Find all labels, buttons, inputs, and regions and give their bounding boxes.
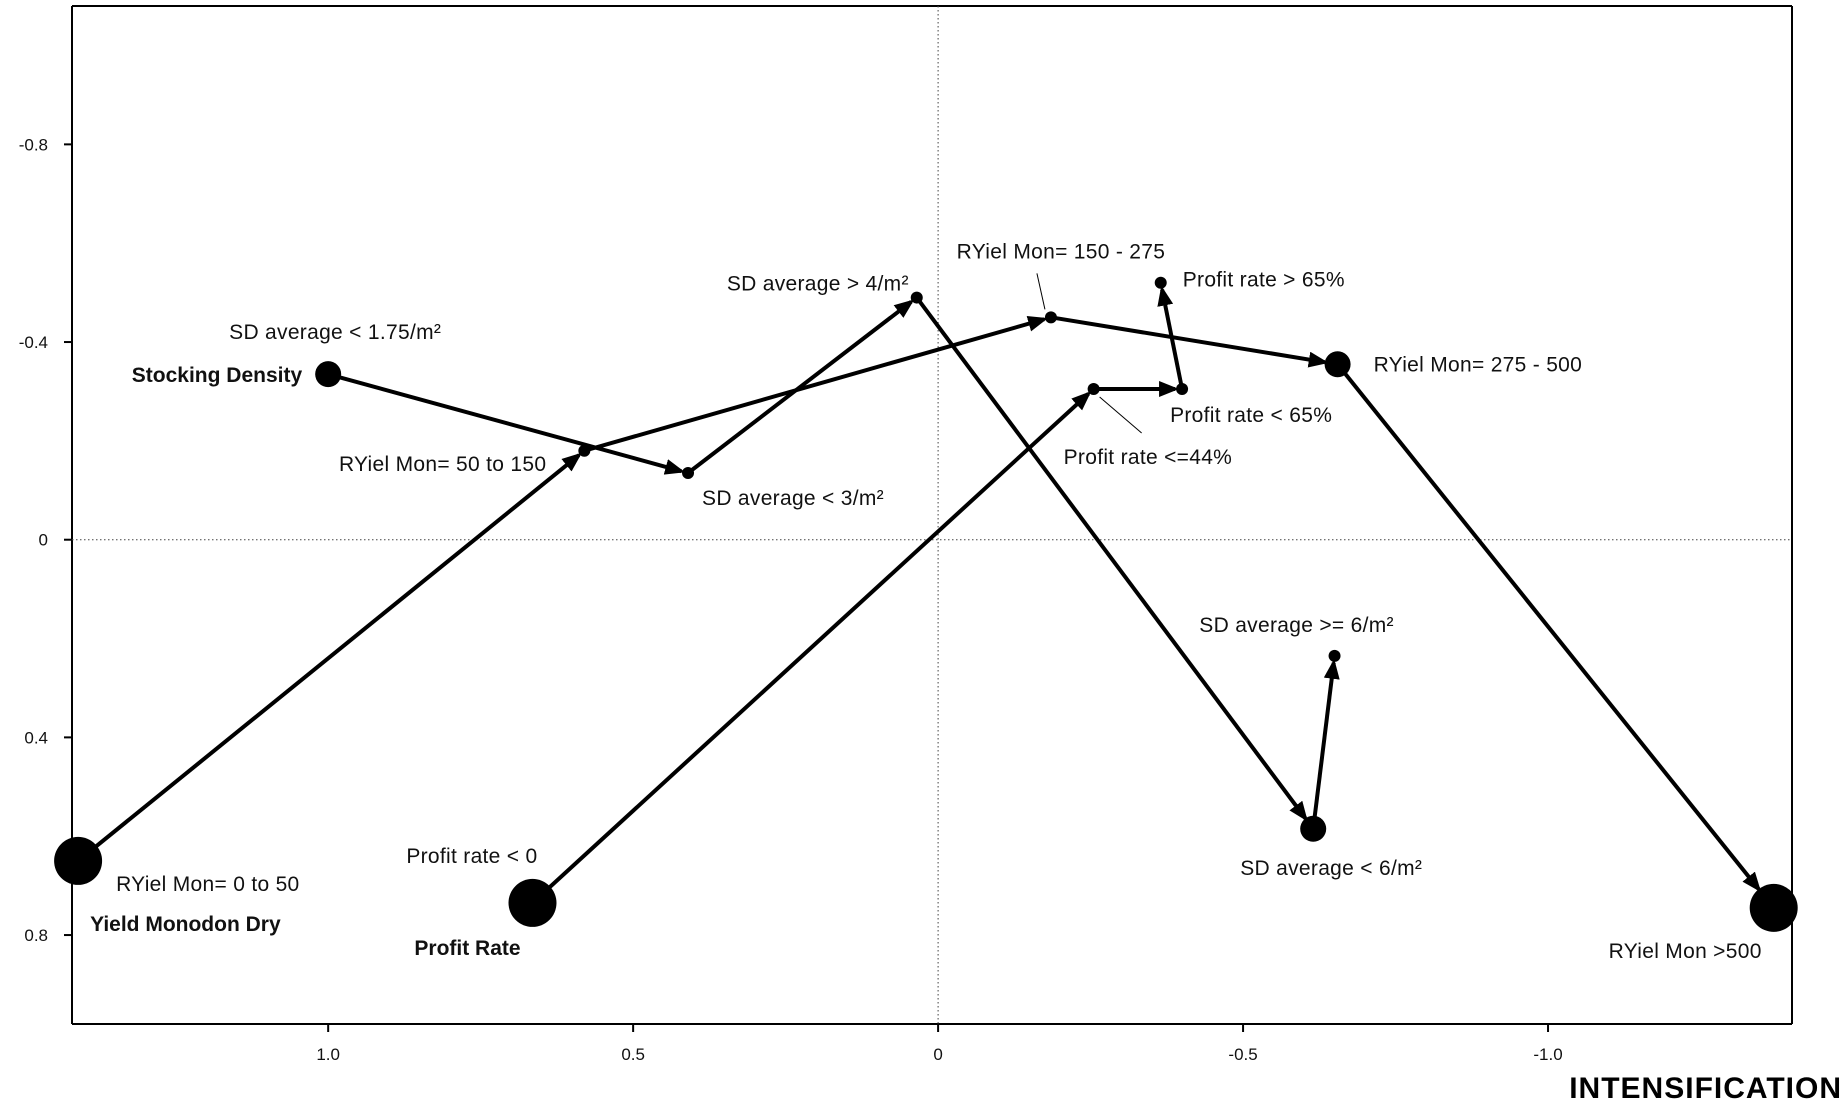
point-label: Profit rate < 0 [406,845,537,868]
series-segment [327,372,686,475]
series-name-label: Yield Monodon Dry [90,913,281,936]
x-tick-label: 0.5 [621,1045,645,1064]
label-leader-line [1099,396,1142,434]
x-tick-label: 0 [933,1045,942,1064]
point-label: SD average >= 6/m² [1199,614,1394,637]
zero-gridlines [72,6,1792,1024]
point-label: SD average < 6/m² [1240,857,1422,880]
series-name-label: Stocking Density [132,364,303,387]
x-tick-label: -1.0 [1533,1045,1562,1064]
y-tick-label: -0.4 [19,333,48,352]
data-point [682,466,695,479]
data-point [1176,382,1189,395]
series-segment [76,452,583,863]
series-segment [915,296,1308,822]
series-segment [1311,658,1340,830]
series-segment [1336,363,1762,893]
series-segment [1050,315,1329,368]
series-segment [531,391,1092,905]
point-label: SD average > 4/m² [727,273,909,296]
x-tick-label: 1.0 [316,1045,340,1064]
data-point [508,878,557,927]
point-label: RYiel Mon= 275 - 500 [1374,353,1583,376]
point-label: Profit rate <=44% [1064,446,1233,469]
y-tick-label: 0.4 [24,728,48,747]
data-point [1154,276,1167,289]
plot-frame [71,5,1793,1025]
data-point [54,836,103,885]
data-point [1044,311,1057,324]
point-label: Profit rate > 65% [1183,269,1345,292]
data-point [315,361,342,388]
data-point [1328,649,1341,662]
y-tick-label: -0.8 [19,135,48,154]
data-point [1749,883,1798,932]
point-label: RYiel Mon >500 [1609,940,1762,963]
y-tick-label: 0.8 [24,926,48,945]
series-name-label: Profit Rate [414,937,520,960]
data-point [1324,351,1351,378]
point-label: Profit rate < 65% [1170,404,1332,427]
x-tick-label: -0.5 [1228,1045,1257,1064]
data-point [1087,382,1100,395]
series-points [54,276,1798,932]
axis-ticks: 1.0 0.5 0 -0.5 -1.0 -0.8 -0.4 0 0.4 0.8 [19,135,1563,1064]
series-segment [583,315,1049,453]
point-label: SD average < 1.75/m² [229,321,441,344]
point-label: RYiel Mon= 50 to 150 [339,453,546,476]
y-tick-label: 0 [39,531,48,550]
data-point [578,444,591,457]
series-lines [76,285,1762,905]
data-point [910,291,923,304]
point-labels: RYiel Mon= 0 to 50 RYiel Mon= 50 to 150 RY… [90,240,1762,963]
point-label: RYiel Mon= 150 - 275 [957,240,1166,263]
label-leader-line [1036,273,1046,310]
point-label: RYiel Mon= 0 to 50 [116,873,299,896]
series-segment [1157,285,1185,390]
series-segment [686,299,915,475]
x-axis-title: INTENSIFICATION [1569,1072,1842,1105]
data-point [1300,815,1327,842]
point-label: SD average < 3/m² [702,487,884,510]
